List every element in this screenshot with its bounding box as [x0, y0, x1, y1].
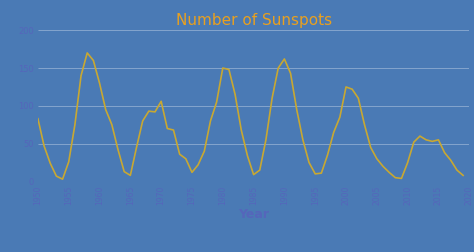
X-axis label: Year: Year	[238, 208, 269, 221]
Title: Number of Sunspots: Number of Sunspots	[175, 13, 332, 28]
